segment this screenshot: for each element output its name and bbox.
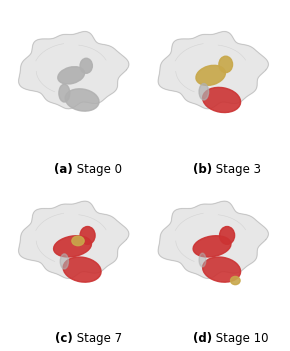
Ellipse shape (220, 226, 235, 244)
Ellipse shape (65, 89, 99, 111)
Text: Stage 10: Stage 10 (212, 332, 269, 345)
Polygon shape (158, 201, 268, 278)
Ellipse shape (196, 65, 225, 85)
Ellipse shape (199, 84, 209, 100)
Ellipse shape (60, 254, 68, 269)
Ellipse shape (54, 236, 91, 257)
Ellipse shape (80, 58, 92, 73)
Ellipse shape (58, 67, 85, 84)
Ellipse shape (219, 56, 233, 73)
Polygon shape (19, 32, 129, 109)
Ellipse shape (203, 87, 241, 113)
Text: (d): (d) (193, 332, 212, 345)
Ellipse shape (72, 236, 84, 246)
Polygon shape (19, 201, 129, 278)
Ellipse shape (80, 226, 95, 244)
Text: (b): (b) (193, 163, 212, 176)
Ellipse shape (63, 257, 101, 282)
Text: Stage 0: Stage 0 (72, 163, 122, 176)
Text: (a): (a) (54, 163, 72, 176)
Ellipse shape (199, 253, 206, 267)
Ellipse shape (203, 257, 241, 282)
Polygon shape (158, 32, 268, 109)
Text: Stage 3: Stage 3 (212, 163, 261, 176)
Ellipse shape (193, 236, 231, 257)
Ellipse shape (231, 277, 240, 285)
Text: (c): (c) (55, 332, 72, 345)
Text: Stage 7: Stage 7 (72, 332, 122, 345)
Ellipse shape (59, 84, 70, 102)
